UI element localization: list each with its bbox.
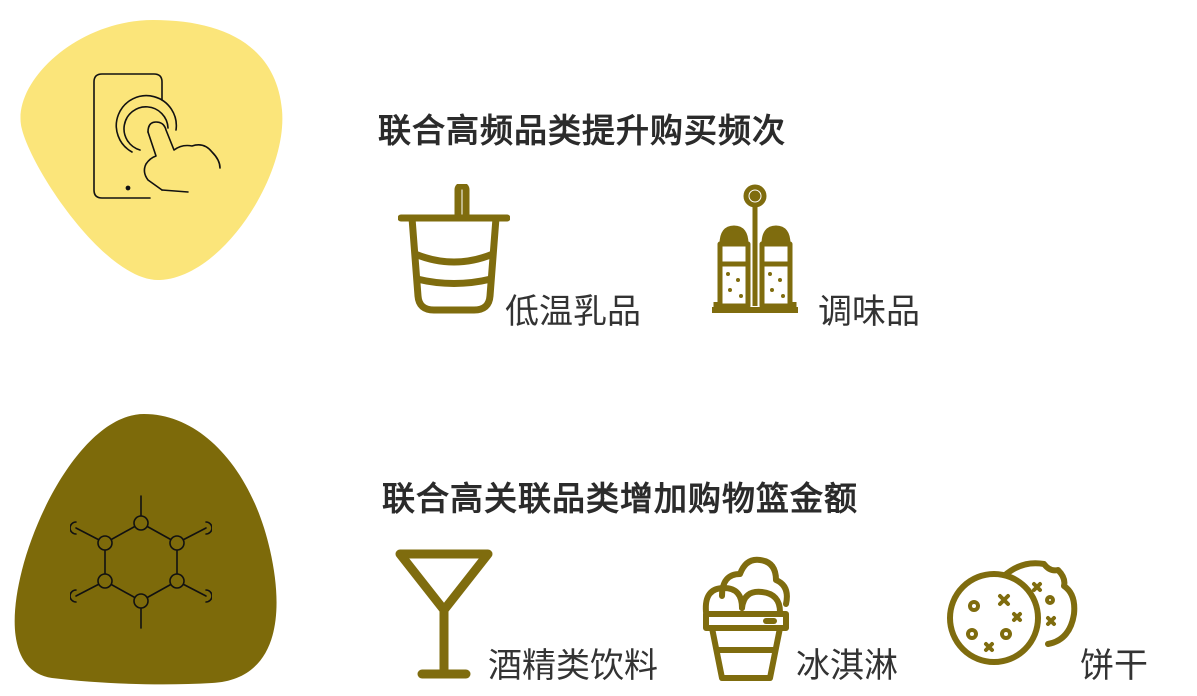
condiment-set-icon [708,184,802,316]
item-label-condiments: 调味品 [818,292,920,332]
item-label-icecream: 冰淇淋 [796,646,898,686]
section2-heading: 联合高关联品类增加购物篮金额 [382,479,858,518]
yogurt-cup-icon [398,184,510,316]
item-label-alcohol: 酒精类饮料 [488,646,658,686]
ice-cream-icon [700,552,792,684]
touch-phone-icon [92,72,222,202]
item-label-biscuits: 饼干 [1080,646,1148,686]
cocktail-glass-icon [394,548,494,680]
molecule-network-icon [70,492,212,630]
section2-badge [12,410,282,686]
section1-heading: 联合高频品类提升购买频次 [378,111,786,150]
item-label-dairy: 低温乳品 [505,292,641,332]
cookies-icon [942,558,1082,670]
section1-badge [18,15,288,283]
